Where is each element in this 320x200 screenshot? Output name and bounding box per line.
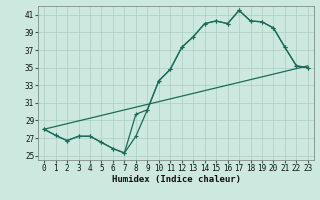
- X-axis label: Humidex (Indice chaleur): Humidex (Indice chaleur): [111, 175, 241, 184]
